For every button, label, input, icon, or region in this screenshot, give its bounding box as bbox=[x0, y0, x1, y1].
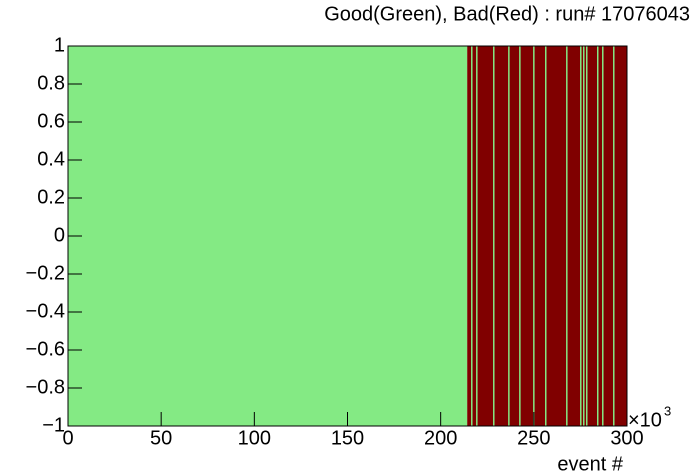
x-tick-label: 250 bbox=[517, 427, 550, 449]
good-interval bbox=[493, 46, 495, 426]
y-tick-label: 1 bbox=[54, 34, 65, 56]
y-tick-label: 0.6 bbox=[37, 110, 65, 132]
x-tick-label: 100 bbox=[238, 427, 271, 449]
good-interval bbox=[545, 46, 547, 426]
good-interval bbox=[602, 46, 604, 426]
y-tick-label: 0.2 bbox=[37, 186, 65, 208]
x-tick-label: 300 bbox=[610, 427, 643, 449]
y-tick-label: −0.8 bbox=[26, 376, 65, 398]
y-tick-label: −1 bbox=[42, 414, 65, 436]
good-interval bbox=[583, 46, 585, 426]
y-tick-label: −0.2 bbox=[26, 262, 65, 284]
good-interval bbox=[68, 46, 468, 426]
chart-title: Good(Green), Bad(Red) : run# 17076043 bbox=[324, 3, 690, 25]
x-scale-exponent: 3 bbox=[664, 403, 671, 418]
x-scale-base: ×10 bbox=[628, 409, 662, 431]
good-interval bbox=[519, 46, 521, 426]
x-tick-label: 200 bbox=[424, 427, 457, 449]
good-interval bbox=[566, 46, 568, 426]
x-tick-label: 50 bbox=[150, 427, 172, 449]
y-tick-label: 0.8 bbox=[37, 72, 65, 94]
good-interval bbox=[597, 46, 599, 426]
good-interval bbox=[476, 46, 478, 426]
x-axis-label: event # bbox=[557, 453, 623, 475]
good-interval bbox=[586, 46, 588, 426]
x-tick-label: 0 bbox=[62, 427, 73, 449]
good-interval bbox=[533, 46, 535, 426]
y-tick-label: −0.4 bbox=[26, 300, 65, 322]
x-tick-label: 150 bbox=[331, 427, 364, 449]
good-interval bbox=[613, 46, 615, 426]
y-tick-label: 0.4 bbox=[37, 148, 65, 170]
good-interval bbox=[580, 46, 582, 426]
good-interval bbox=[471, 46, 473, 426]
good-interval bbox=[508, 46, 510, 426]
y-tick-label: −0.6 bbox=[26, 338, 65, 360]
y-tick-label: 0 bbox=[54, 224, 65, 246]
